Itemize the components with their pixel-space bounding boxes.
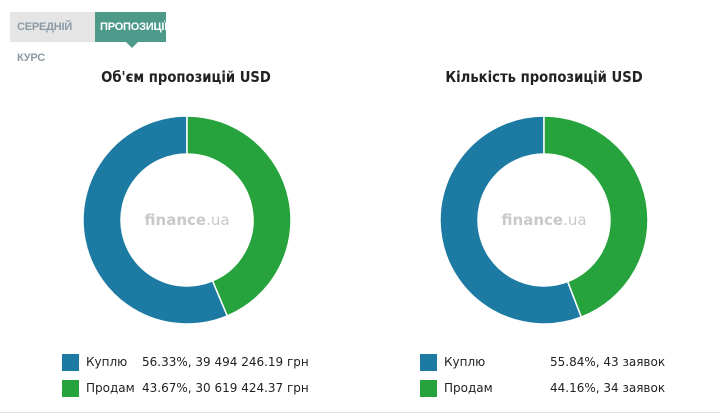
- legend-label-sell: Продам: [86, 381, 135, 395]
- legend-label-sell: Продам: [444, 381, 493, 395]
- donut-slice-buy[interactable]: [439, 115, 583, 325]
- tab-bar: СЕРЕДНІЙ КУРС ПРОПОЗИЦІЇ: [10, 12, 167, 64]
- legend-value-buy: 55.84%, 43 заявок: [550, 355, 666, 369]
- divider: [0, 412, 720, 413]
- donut-slice-buy[interactable]: [82, 115, 229, 325]
- chart-title-volume: Об'єм пропозицій USD: [101, 68, 271, 86]
- donut-slice-sell[interactable]: [543, 115, 649, 319]
- legend-swatch-sell: [62, 380, 79, 397]
- legend-swatch-buy: [62, 354, 79, 371]
- tab-offers[interactable]: ПРОПОЗИЦІЇ: [95, 12, 167, 48]
- chart-title-count: Кількість пропозицій USD: [445, 68, 643, 86]
- volume-donut-chart: finance.ua: [82, 115, 292, 325]
- legend-label-buy: Куплю: [86, 355, 128, 369]
- legend-value-buy: 56.33%, 39 494 246.19 грн: [142, 355, 309, 369]
- finance-watermark-logo: finance.ua: [501, 211, 586, 229]
- tab-average-rate[interactable]: СЕРЕДНІЙ КУРС: [10, 12, 95, 64]
- count-donut-chart: finance.ua: [439, 115, 649, 325]
- finance-watermark-logo: finance.ua: [144, 211, 229, 229]
- donut-slice-sell[interactable]: [186, 115, 292, 317]
- legend-swatch-buy: [420, 354, 437, 371]
- legend-label-buy: Куплю: [444, 355, 486, 369]
- legend-swatch-sell: [420, 380, 437, 397]
- legend-value-sell: 43.67%, 30 619 424.37 грн: [142, 381, 309, 395]
- legend-value-sell: 44.16%, 34 заявок: [550, 381, 666, 395]
